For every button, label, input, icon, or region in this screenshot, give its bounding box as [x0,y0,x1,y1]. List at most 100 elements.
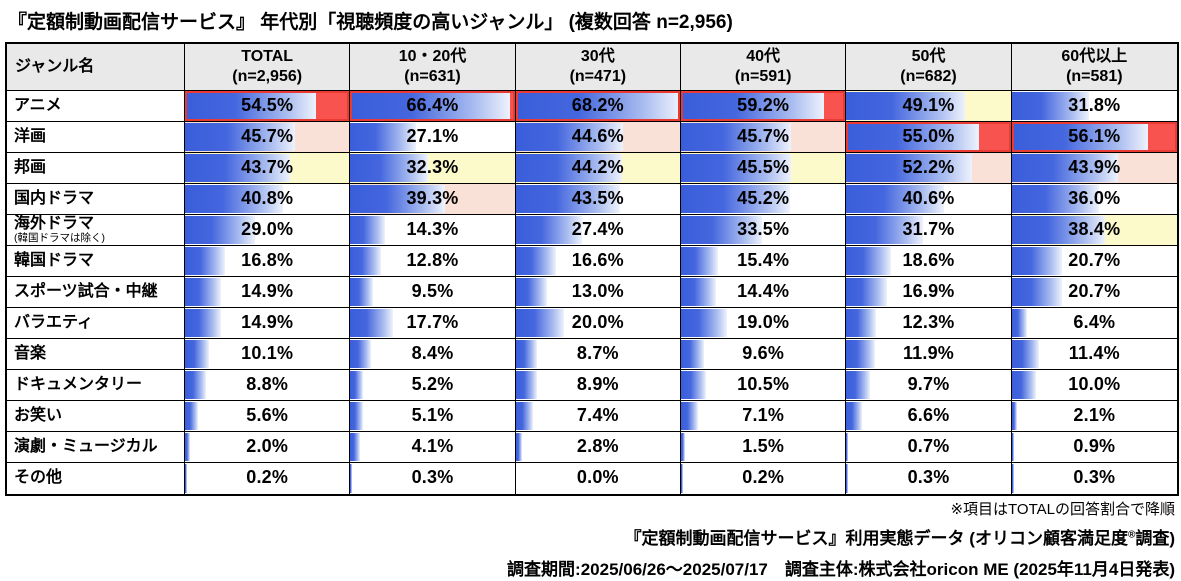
value-label: 43.7% [241,157,294,177]
genre-label: 邦画 [7,153,185,184]
data-bar [185,433,190,461]
value-label: 0.2% [742,467,785,487]
data-bar [350,340,371,368]
col-header-n: (n=471) [569,68,627,85]
value-cell: 0.3% [846,463,1012,494]
col-header-4: 40代 (n=591) [680,44,847,91]
value-label: 0.3% [411,467,454,487]
value-label: 40.6% [902,188,955,208]
genre-label-text: 邦画 [14,158,47,176]
data-bar [846,464,849,493]
value-label: 5.1% [411,405,454,425]
value-label: 44.2% [571,157,624,177]
value-cell: 45.7% [185,122,351,153]
value-label: 39.3% [406,188,459,208]
genre-column-header: ジャンル名 [7,44,185,91]
value-cell: 54.5% [185,91,351,122]
data-source-prefix: 『定額制動画配信サービス』利用実態データ (オリコン顧客満足度 [624,529,1128,548]
genre-label: バラエティ [7,308,185,339]
value-label: 0.3% [907,467,950,487]
value-cell: 55.0% [846,122,1012,153]
value-cell: 6.4% [1011,308,1177,339]
value-cell: 13.0% [515,277,681,308]
genre-label: 音楽 [7,339,185,370]
value-cell: 16.9% [846,277,1012,308]
value-label: 14.9% [241,312,294,332]
genre-label: アニメ [7,91,185,122]
value-label: 0.3% [1073,467,1116,487]
value-label: 32.3% [406,157,459,177]
data-bar [680,185,790,213]
value-cell: 43.9% [1011,153,1177,184]
value-label: 31.7% [902,219,955,239]
data-bar [515,123,624,151]
data-source-line: 『定額制動画配信サービス』利用実態データ (オリコン顧客満足度®調査) [507,524,1175,549]
survey-period-line: 調査期間:2025/06/26～2025/07/17 調査主体:株式会社oric… [507,560,1175,579]
value-cell: 5.6% [185,401,351,432]
value-label: 40.8% [241,188,294,208]
value-label: 27.4% [571,219,624,239]
value-cell: 43.7% [185,153,351,184]
value-cell: 52.2% [846,153,1012,184]
data-bar [350,278,374,306]
sort-order-note: ※項目はTOTALの回答割合で降順 [950,501,1175,518]
data-bar [846,154,973,182]
value-cell: 56.1% [1011,122,1177,153]
value-label: 43.9% [1068,157,1121,177]
data-bar [1011,340,1040,368]
value-label: 16.6% [571,250,624,270]
value-label: 45.5% [737,157,790,177]
value-cell: 19.0% [680,308,847,339]
value-cell: 18.6% [846,246,1012,277]
col-header-n: (n=631) [404,68,461,85]
genre-label: お笑い [7,401,185,432]
value-cell: 8.8% [185,370,351,401]
data-bar [515,185,621,213]
col-header-n: (n=581) [1066,68,1123,85]
data-source-suffix: 調査) [1135,529,1175,548]
value-cell: 0.7% [846,432,1012,463]
value-label: 15.4% [737,250,790,270]
value-cell: 0.0% [515,463,681,494]
value-label: 10.1% [241,343,294,363]
genre-label-note: (韓国ドラマは除く) [14,231,105,244]
col-header-6: 60代以上 (n=581) [1011,44,1177,91]
value-label: 52.2% [902,157,955,177]
data-bar [350,92,511,120]
value-cell: 16.6% [515,246,681,277]
data-bar [846,371,870,399]
data-bar [680,92,824,120]
value-cell: 68.2% [515,91,681,122]
data-bar [350,216,385,244]
data-bar [1011,123,1148,151]
data-bar [846,402,863,430]
data-bar [350,464,353,493]
value-cell: 11.9% [846,339,1012,370]
value-label: 45.7% [241,126,294,146]
data-bar [1011,278,1062,306]
data-bar [680,402,699,430]
value-label: 54.5% [241,95,294,115]
value-label: 14.4% [737,281,790,301]
data-bar [515,371,538,399]
value-label: 45.7% [737,126,790,146]
value-cell: 2.1% [1011,401,1177,432]
value-cell: 27.4% [515,215,681,246]
data-bar [185,123,296,151]
value-label: 16.9% [902,281,955,301]
value-cell: 14.9% [185,277,351,308]
genre-label-text: スポーツ試合・中継 [14,282,158,300]
data-bar [185,154,291,182]
footer-notes: ※項目はTOTALの回答割合で降順 『定額制動画配信サービス』利用実態データ (… [507,498,1175,580]
value-label: 49.1% [902,95,955,115]
data-bar [185,216,255,244]
col-header-5: 50代 (n=682) [846,44,1012,91]
genre-label: 演劇・ミュージカル [7,432,185,463]
value-cell: 7.1% [680,401,847,432]
col-header-1: TOTAL (n=2,956) [185,44,351,91]
genre-label: 洋画 [7,122,185,153]
data-bar [185,464,187,493]
value-cell: 6.6% [846,401,1012,432]
data-bar [515,433,523,461]
value-cell: 17.7% [350,308,516,339]
